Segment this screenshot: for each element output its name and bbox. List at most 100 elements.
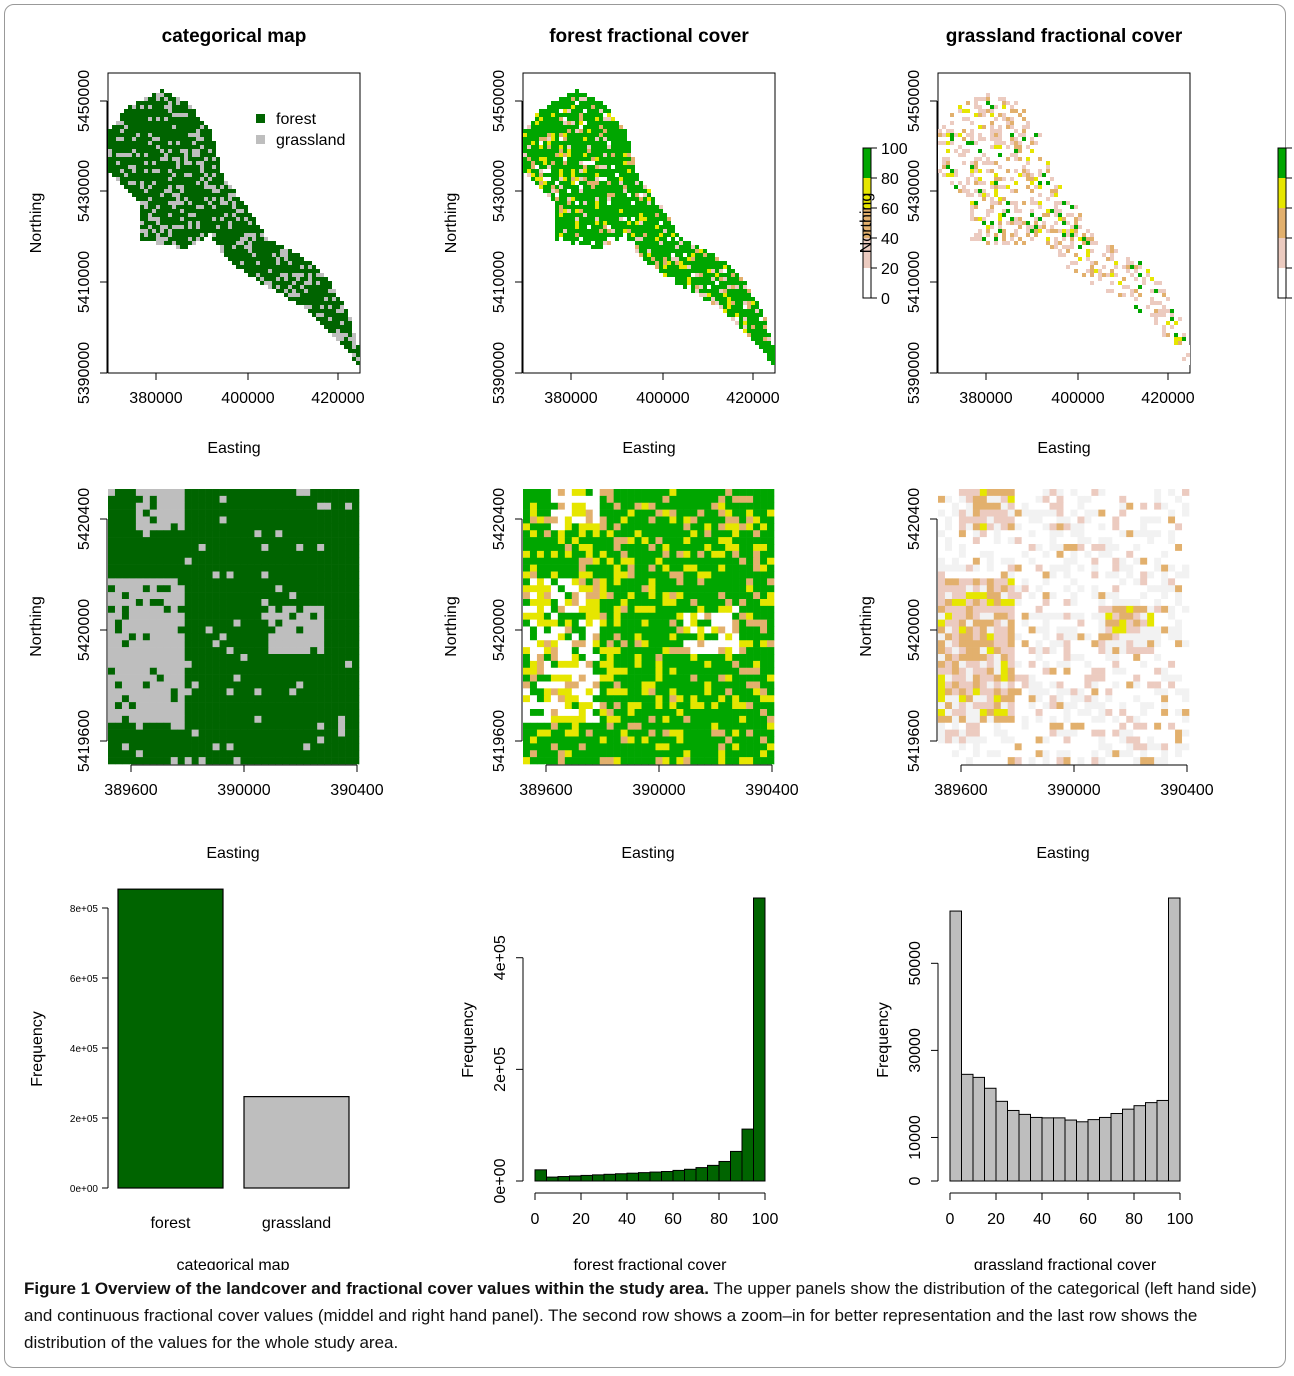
map-grassland-zoom-raster xyxy=(938,489,1190,765)
caption-title: Figure 1 Overview of the landcover and f… xyxy=(24,1279,709,1298)
colorbar-segment xyxy=(1278,208,1286,238)
map-categorical-full-x-tick-label: 420000 xyxy=(311,390,364,407)
colorbar-tick-label: 80 xyxy=(881,171,899,188)
hist-forest-x-tick-label: 0 xyxy=(531,1211,540,1228)
hist-bar xyxy=(1041,1117,1054,1182)
hist-grassland-x-tick-label: 80 xyxy=(1125,1211,1143,1228)
hist-bar xyxy=(1087,1119,1100,1182)
map-categorical-full: categorical map 380000 400000 420000 5390000… xyxy=(28,26,365,457)
bar-categorical-y-tick-label: 4e+05 xyxy=(70,1044,99,1055)
hist-forest-x-tick-label: 20 xyxy=(572,1211,590,1228)
hist-bar xyxy=(638,1172,651,1182)
map-grassland-full-xlabel: Easting xyxy=(1037,440,1090,457)
map-categorical-zoom-raster xyxy=(108,489,360,765)
hist-forest-x-tick-label: 40 xyxy=(618,1211,636,1228)
map-grassland-zoom-x-tick-label: 390400 xyxy=(1160,782,1213,799)
hist-bar xyxy=(1099,1116,1112,1182)
colorbar-segment xyxy=(1278,148,1286,178)
bar-categorical-y-tick-label: 2e+05 xyxy=(70,1114,99,1125)
hist-bar xyxy=(707,1164,720,1182)
map-forest-zoom-y-tick-label: 5420000 xyxy=(491,599,508,661)
map-grassland-full-y-tick-label: 5410000 xyxy=(906,251,923,313)
hist-bar xyxy=(592,1174,605,1182)
map-forest-full-ylabel: Northing xyxy=(443,193,460,253)
bar-categorical: forest grassland 0e+00 2e+05 4e+05 6e+05 8e+05… xyxy=(29,888,350,1270)
colorbar-frame xyxy=(1277,147,1287,299)
hist-bar xyxy=(1122,1108,1135,1182)
bar-categorical-xlabel: categorical map xyxy=(177,1257,290,1270)
map-forest-zoom-x-tick-label: 389600 xyxy=(519,782,572,799)
map-categorical-full-ylabel: Northing xyxy=(28,193,45,253)
map-grassland-full-title: grassland fractional cover xyxy=(946,26,1183,47)
legend-swatch-grassland xyxy=(256,135,265,144)
map-forest-full-raster xyxy=(523,89,775,365)
legend-label-grassland: grassland xyxy=(276,132,345,149)
map-forest-zoom-x-tick-label: 390000 xyxy=(632,782,685,799)
colorbar-tick-label: 40 xyxy=(881,231,899,248)
hist-bar xyxy=(557,1176,570,1182)
hist-bar xyxy=(1076,1121,1089,1182)
map-categorical-zoom-xlabel: Easting xyxy=(206,845,259,862)
colorbar-segment xyxy=(863,238,871,268)
map-forest-full-x-tick-label: 380000 xyxy=(544,390,597,407)
figure-caption: Figure 1 Overview of the landcover and f… xyxy=(24,1275,1264,1356)
map-grassland-zoom-y-tick-label: 5420000 xyxy=(906,599,923,661)
hist-bar xyxy=(626,1172,639,1182)
map-forest-zoom-y-tick-label: 5420400 xyxy=(491,488,508,550)
hist-grassland-x-tick-label: 40 xyxy=(1033,1211,1051,1228)
hist-forest-y-tick-label: 4e+05 xyxy=(492,935,509,980)
hist-bar xyxy=(949,910,962,1182)
map-grassland-full: grassland fractional cover 380000 400000 42… xyxy=(858,26,1292,457)
hist-grassland-y-tick-label: 0 xyxy=(907,1176,924,1185)
map-categorical-zoom-x-tick-label: 390400 xyxy=(330,782,383,799)
caption-body: The upper panels show the distribution o… xyxy=(24,1279,1257,1352)
colorbar-segment xyxy=(1278,268,1286,298)
hist-grassland-y-tick-label: 50000 xyxy=(907,941,924,986)
legend-swatch-forest xyxy=(256,114,265,123)
hist-bar xyxy=(1156,1099,1169,1182)
hist-bar xyxy=(718,1160,731,1182)
hist-bar xyxy=(1168,897,1181,1182)
hist-forest-y-tick-label: 2e+05 xyxy=(492,1047,509,1092)
hist-bar xyxy=(972,1076,985,1182)
hist-bar xyxy=(961,1073,974,1182)
hist-bar xyxy=(615,1173,628,1182)
hist-grassland-x-tick-label: 100 xyxy=(1167,1211,1194,1228)
hist-bar xyxy=(741,1128,754,1182)
map-grassland-full-raster xyxy=(938,89,1190,365)
map-forest-zoom-ylabel: Northing xyxy=(443,596,460,656)
colorbar-segment xyxy=(863,148,871,178)
map-categorical-full-title: categorical map xyxy=(162,26,307,47)
hist-forest: 0 20 40 60 80 100 0e+00 2e+05 4e+05 forest fracti… xyxy=(460,897,778,1270)
map-grassland-zoom-x-tick-label: 390000 xyxy=(1047,782,1100,799)
map-forest-zoom: 389600 390000 390400 5419600 5420000 5420400 E… xyxy=(443,488,799,862)
hist-bar xyxy=(534,1169,547,1182)
bar-label-grassland: grassland xyxy=(262,1215,331,1232)
map-grassland-full-y-tick-label: 5450000 xyxy=(906,70,923,132)
hist-bar xyxy=(1030,1116,1043,1182)
colorbar-segment xyxy=(863,208,871,238)
map-categorical-full-y-tick-label: 5410000 xyxy=(76,251,93,313)
hist-grassland-y-tick-label: 30000 xyxy=(907,1028,924,1073)
hist-bar xyxy=(661,1171,674,1182)
map-categorical-full-x-tick-label: 400000 xyxy=(221,390,274,407)
hist-bar xyxy=(995,1100,1008,1182)
colorbar-tick-label: 20 xyxy=(881,261,899,278)
colorbar-segment xyxy=(1278,178,1286,208)
bar-categorical-y-tick-label: 8e+05 xyxy=(70,904,99,915)
map-categorical-zoom-y-tick-label: 5420400 xyxy=(76,488,93,550)
map-forest-full-y-tick-label: 5450000 xyxy=(491,70,508,132)
map-categorical-full-y-tick-label: 5450000 xyxy=(76,70,93,132)
hist-grassland: 0 20 40 60 80 100 0 10000 30000 50000 grassland fr… xyxy=(875,897,1194,1270)
hist-grassland-x-tick-label: 20 xyxy=(987,1211,1005,1228)
map-grassland-zoom: 389600 390000 390400 5419600 5420000 5420400 E… xyxy=(858,488,1214,862)
map-categorical-zoom-y-tick-label: 5419600 xyxy=(76,710,93,772)
map-grassland-zoom-y-tick-label: 5420400 xyxy=(906,488,923,550)
map-categorical-zoom-x-tick-label: 390000 xyxy=(217,782,270,799)
map-forest-full: forest fractional cover 380000 400000 42000… xyxy=(443,26,908,457)
bar-label-forest: forest xyxy=(150,1215,191,1232)
hist-grassland-x-tick-label: 0 xyxy=(946,1211,955,1228)
colorbar-tick-label: 0 xyxy=(881,291,890,308)
